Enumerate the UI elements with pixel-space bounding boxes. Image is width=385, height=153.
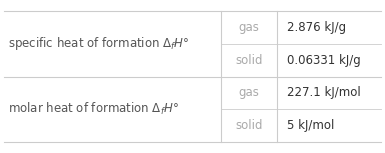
Text: gas: gas	[239, 86, 260, 99]
Text: molar heat of formation $\Delta_f H°$: molar heat of formation $\Delta_f H°$	[8, 101, 179, 118]
Text: specific heat of formation $\Delta_f H°$: specific heat of formation $\Delta_f H°$	[8, 35, 189, 52]
Text: 0.06331 kJ/g: 0.06331 kJ/g	[287, 54, 361, 67]
Text: 5 kJ/mol: 5 kJ/mol	[287, 119, 334, 132]
Text: 2.876 kJ/g: 2.876 kJ/g	[287, 21, 346, 34]
Text: solid: solid	[236, 54, 263, 67]
Text: gas: gas	[239, 21, 260, 34]
Text: 227.1 kJ/mol: 227.1 kJ/mol	[287, 86, 361, 99]
Text: solid: solid	[236, 119, 263, 132]
